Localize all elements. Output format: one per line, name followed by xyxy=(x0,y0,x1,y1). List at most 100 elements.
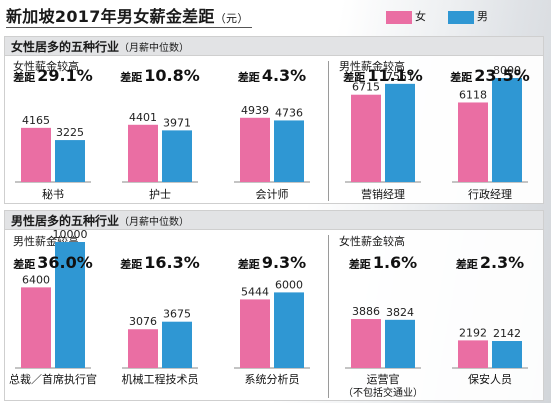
value-label-male: 10000 xyxy=(53,228,88,241)
panel-female-dominated: 女性居多的五种行业（月薪中位数） 女性薪金较高 男性薪金较高 4165 3225 差… xyxy=(4,36,544,204)
bar-male xyxy=(55,140,85,182)
bar-female xyxy=(458,340,488,368)
panel-header xyxy=(5,37,543,56)
bar-female xyxy=(458,102,488,182)
category-label: 总裁／首席执行官 xyxy=(9,372,97,386)
bar-male xyxy=(492,78,522,182)
category-note: （不包括交通业） xyxy=(343,386,423,399)
gap-value: 16.3% xyxy=(144,253,200,272)
gap-prefix: 差距 xyxy=(238,257,260,271)
group-label: 女性薪金较高 xyxy=(13,60,79,73)
gap-label: 差距 10.8% xyxy=(120,66,200,85)
group-label: 男性薪金较高 xyxy=(339,60,405,73)
bar-female xyxy=(351,319,381,368)
value-label-male: 8000 xyxy=(493,64,521,77)
panel-title-text: 男性居多的五种行业 xyxy=(11,214,120,228)
category-label: 护士 xyxy=(149,187,171,201)
gap-label: 差距 2.3% xyxy=(456,253,524,272)
gap-prefix: 差距 xyxy=(456,257,478,271)
gap-label: 差距 36.0% xyxy=(13,253,93,272)
value-label-male: 6000 xyxy=(275,278,303,291)
gap-label: 差距 1.6% xyxy=(349,253,417,272)
group-divider xyxy=(328,235,329,398)
category-label: 秘书 xyxy=(42,187,64,201)
bar-male xyxy=(162,321,192,368)
gap-prefix: 差距 xyxy=(349,257,371,271)
legend-item-female: 女 xyxy=(386,8,426,24)
bar-female xyxy=(128,329,158,368)
page-title: 新加坡2017年男女薪金差距（元） xyxy=(6,3,249,27)
gap-value: 1.6% xyxy=(373,253,417,272)
legend-swatch-female xyxy=(386,10,412,24)
gap-value: 9.3% xyxy=(262,253,306,272)
category-label: 行政经理 xyxy=(468,187,512,201)
value-label-female: 3886 xyxy=(352,305,380,318)
bar-female xyxy=(240,299,270,368)
gap-prefix: 差距 xyxy=(343,70,365,84)
value-label-female: 2192 xyxy=(459,326,487,339)
panel-subtitle: （月薪中位数） xyxy=(119,217,190,228)
gap-value: 10.8% xyxy=(144,66,200,85)
page-title-text: 新加坡2017年男女薪金差距 xyxy=(6,7,215,26)
value-label-male: 3824 xyxy=(386,306,414,319)
value-label-female: 5444 xyxy=(241,285,269,298)
value-label-female: 4401 xyxy=(129,111,157,124)
bar-female xyxy=(128,124,158,182)
bar-male xyxy=(162,130,192,182)
legend-label-female: 女 xyxy=(415,10,426,23)
value-label-female: 3076 xyxy=(129,315,157,328)
gap-label: 差距 16.3% xyxy=(120,253,200,272)
value-label-male: 3971 xyxy=(163,116,191,129)
legend-swatch-male xyxy=(448,10,474,24)
gap-label: 差距 23.5% xyxy=(450,66,530,85)
gap-label: 差距 29.1% xyxy=(13,66,93,85)
value-label-female: 6118 xyxy=(459,88,487,101)
category-label: 机械工程技术员 xyxy=(122,372,199,386)
bar-female xyxy=(21,287,51,368)
gap-value: 23.5% xyxy=(474,66,530,85)
legend-label-male: 男 xyxy=(477,10,488,23)
category-label: 会计师 xyxy=(256,188,289,201)
value-label-male: 2142 xyxy=(493,327,521,340)
bar-male xyxy=(385,319,415,368)
gap-prefix: 差距 xyxy=(13,257,35,271)
bar-female xyxy=(240,117,270,182)
gap-value: 2.3% xyxy=(480,253,524,272)
gap-value: 11.1% xyxy=(367,66,423,85)
value-label-female: 6715 xyxy=(352,81,380,94)
bar-male xyxy=(385,83,415,182)
title-unit: （元） xyxy=(214,12,249,25)
value-label-male: 3675 xyxy=(163,308,191,321)
gap-prefix: 差距 xyxy=(120,70,142,84)
value-label-female: 4165 xyxy=(22,114,50,127)
bar-female xyxy=(21,127,51,182)
bar-male xyxy=(492,341,522,368)
category-label: 系统分析员 xyxy=(245,372,300,386)
gap-label: 差距 11.1% xyxy=(343,66,423,85)
panel-subtitle: （月薪中位数） xyxy=(119,43,190,54)
category-label: 运营官 xyxy=(367,372,400,386)
bar-male xyxy=(55,242,85,368)
gap-value: 29.1% xyxy=(37,66,93,85)
bar-male xyxy=(274,292,304,368)
title-underline xyxy=(6,27,252,28)
group-label: 女性薪金较高 xyxy=(339,235,405,248)
value-label-female: 6400 xyxy=(22,273,50,286)
gap-prefix: 差距 xyxy=(120,257,142,271)
panel-title: 男性居多的五种行业（月薪中位数） xyxy=(11,212,189,229)
legend-item-male: 男 xyxy=(448,8,488,24)
group-divider xyxy=(328,61,329,201)
value-label-male: 3225 xyxy=(56,126,84,139)
gap-label: 差距 9.3% xyxy=(238,253,306,272)
bar-male xyxy=(274,120,304,182)
panel-male-dominated: 男性居多的五种行业（月薪中位数） 男性薪金较高 女性薪金较高 6400 10000… xyxy=(4,210,544,401)
value-label-male: 4736 xyxy=(275,106,303,119)
category-label: 保安人员 xyxy=(468,372,512,386)
value-label-male: 7551 xyxy=(386,70,414,83)
gap-value: 36.0% xyxy=(37,253,93,272)
bar-female xyxy=(351,94,381,182)
category-label: 营销经理 xyxy=(361,187,405,201)
panel-header xyxy=(5,211,543,230)
